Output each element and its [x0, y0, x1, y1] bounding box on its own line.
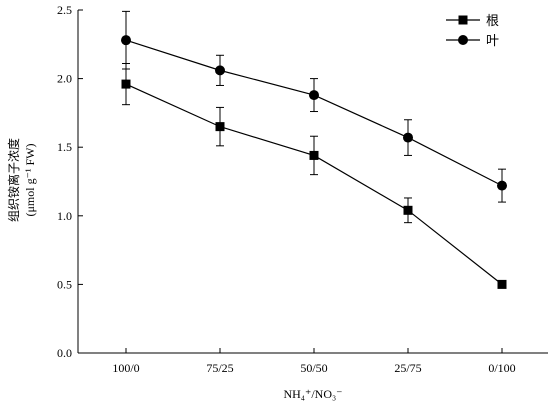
data-point-square: [497, 279, 507, 289]
y-tick-label: 2.0: [57, 72, 72, 86]
data-point-square: [403, 205, 413, 215]
legend-label: 根: [486, 14, 499, 29]
y-tick-label: 0.5: [57, 277, 72, 291]
legend-marker-square: [458, 15, 468, 25]
series-leaf: [121, 10, 507, 203]
data-point-square: [121, 79, 131, 89]
series-root: [121, 63, 507, 289]
series-line: [125, 83, 503, 285]
y-ticks: 0.0 0.5 1.0 1.5 2.0 2.5: [57, 3, 83, 360]
data-point-circle: [215, 65, 225, 76]
y-axis-title-line2: (μmol g⁻¹ FW): [23, 143, 37, 216]
data-point-circle: [309, 90, 319, 101]
data-point-circle: [403, 132, 413, 143]
data-point-square: [215, 122, 225, 132]
y-tick-label: 2.5: [57, 3, 72, 17]
legend-label: 叶: [486, 34, 499, 49]
x-tick-label: 25/75: [394, 361, 421, 375]
x-tick-label: 100/0: [112, 361, 139, 375]
x-axis-title: NH₄⁺/NO₃⁻: [283, 387, 342, 401]
y-tick-label: 0.0: [57, 346, 72, 360]
x-tick-label: 50/50: [300, 361, 327, 375]
series-layer: [121, 10, 507, 289]
axes: [77, 10, 548, 354]
data-point-square: [309, 150, 319, 160]
y-axis-title-line1: 组织铵离子浓度: [6, 138, 21, 222]
x-tick-label: 75/25: [206, 361, 233, 375]
data-point-circle: [497, 180, 507, 191]
data-point-circle: [121, 35, 131, 46]
legend: 根叶: [446, 14, 499, 49]
y-tick-label: 1.5: [57, 140, 72, 154]
x-tick-label: 0/100: [488, 361, 515, 375]
x-ticks: 100/0 75/25 50/50 25/75 0/100: [112, 348, 516, 375]
legend-marker-circle: [458, 35, 468, 45]
y-tick-label: 1.0: [57, 209, 72, 223]
